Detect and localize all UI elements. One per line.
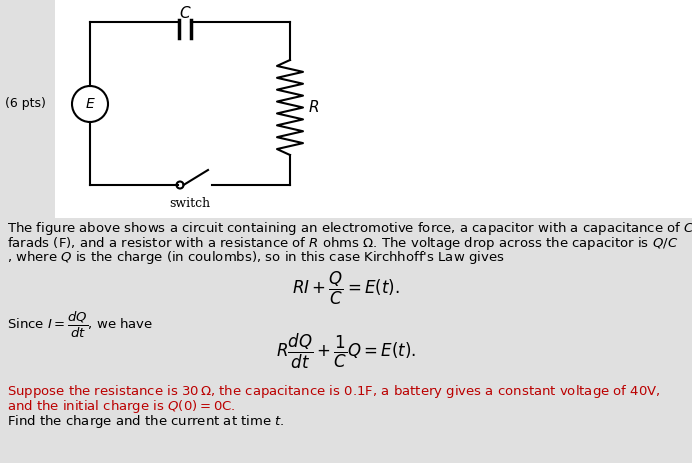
Text: , where $Q$ is the charge (in coulombs), so in this case Kirchhoff's Law gives: , where $Q$ is the charge (in coulombs),…	[7, 249, 504, 266]
Text: Since $I = \dfrac{dQ}{dt}$, we have: Since $I = \dfrac{dQ}{dt}$, we have	[7, 309, 154, 340]
Text: The figure above shows a circuit containing an electromotive force, a capacitor : The figure above shows a circuit contain…	[7, 220, 692, 237]
Text: $C$: $C$	[179, 5, 191, 21]
Text: Suppose the resistance is $30\,\Omega$, the capacitance is $0.1\mathrm{F}$, a ba: Suppose the resistance is $30\,\Omega$, …	[7, 383, 661, 400]
Text: $R\dfrac{dQ}{dt} + \dfrac{1}{C}Q = E(t).$: $R\dfrac{dQ}{dt} + \dfrac{1}{C}Q = E(t).…	[276, 332, 416, 371]
Text: and the initial charge is $Q(0) = 0\mathrm{C}$.: and the initial charge is $Q(0) = 0\math…	[7, 398, 235, 415]
Text: farads $(\mathrm{F})$, and a resistor with a resistance of $R$ ohms $\Omega$. Th: farads $(\mathrm{F})$, and a resistor wi…	[7, 234, 678, 251]
Text: switch: switch	[170, 197, 210, 210]
Text: (6 pts): (6 pts)	[5, 98, 46, 111]
Bar	[55, 0, 692, 218]
Text: $R$: $R$	[308, 100, 319, 115]
Text: $RI + \dfrac{Q}{C} = E(t).$: $RI + \dfrac{Q}{C} = E(t).$	[292, 269, 400, 307]
Text: Find the charge and the current at time $t$.: Find the charge and the current at time …	[7, 413, 284, 430]
Text: $E$: $E$	[84, 97, 95, 111]
